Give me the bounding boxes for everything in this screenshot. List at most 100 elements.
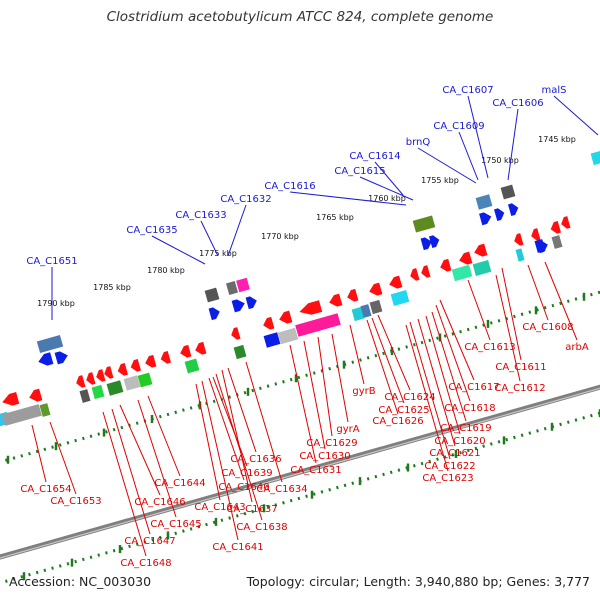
- reverse-gene-block: [263, 332, 281, 348]
- forward-label-leader: [467, 95, 489, 179]
- gene-label-ca_c1632: CA_C1632: [220, 194, 271, 205]
- reverse-gene-block: [534, 239, 546, 253]
- forward-gene-box: [36, 335, 64, 353]
- gene-label-ca_c1634: CA_C1634: [256, 484, 307, 495]
- gene-label-ca_c1653: CA_C1653: [50, 496, 101, 507]
- gene-label-ca_c1647: CA_C1647: [124, 536, 175, 547]
- forward-gene-arrow: [420, 237, 432, 251]
- reverse-gene-arrow: [130, 359, 141, 372]
- forward-gene-box: [412, 215, 436, 233]
- gene-label-ca_c1637: CA_C1637: [226, 504, 277, 515]
- reverse-gene-arrow: [86, 372, 96, 385]
- reverse-label-leader: [377, 314, 411, 391]
- gene-label-ca_c1625: CA_C1625: [378, 405, 429, 416]
- forward-label-leader: [227, 204, 247, 257]
- scale-tick-label: 1775 kbp: [199, 249, 237, 258]
- reverse-gene-block: [39, 403, 51, 417]
- gene-label-ca_c1633: CA_C1633: [175, 210, 226, 221]
- forward-gene-arrow: [494, 208, 505, 221]
- reverse-gene-block: [360, 304, 372, 318]
- reverse-gene-block: [390, 290, 410, 306]
- gene-label-ca_c1616: CA_C1616: [264, 181, 315, 192]
- gene-label-ca_c1630: CA_C1630: [299, 451, 350, 462]
- reverse-gene-arrow: [2, 392, 20, 406]
- gene-label-ca_c1636: CA_C1636: [230, 454, 281, 465]
- reverse-label-leader: [435, 304, 471, 402]
- reverse-gene-arrow: [474, 243, 488, 257]
- gene-label-ca_c1638: CA_C1638: [236, 522, 287, 533]
- upper-scale-track: [0, 290, 600, 464]
- gene-label-ca_c1654: CA_C1654: [20, 484, 71, 495]
- gene-label-ca_c1606: CA_C1606: [492, 98, 543, 109]
- gene-label-ca_c1620: CA_C1620: [434, 436, 485, 447]
- reverse-label-leader: [102, 411, 147, 557]
- reverse-gene-block: [295, 313, 341, 337]
- map-title: Clostridium acetobutylicum ATCC 824, com…: [106, 9, 494, 25]
- reverse-label-leader: [245, 361, 283, 483]
- reverse-gene-block: [472, 260, 492, 276]
- genome-backbone: [0, 384, 600, 560]
- reverse-gene-arrow: [329, 293, 343, 307]
- gene-label-ca_c1626: CA_C1626: [372, 416, 423, 427]
- reverse-label-leader: [331, 333, 349, 423]
- scale-tick-label: 1755 kbp: [421, 176, 459, 185]
- gene-label-mals: malS: [542, 85, 567, 96]
- reverse-label-leader: [111, 408, 151, 535]
- gene-label-arba: arbA: [565, 342, 589, 353]
- gene-label-ca_c1612: CA_C1612: [494, 383, 545, 394]
- reverse-gene-arrow: [117, 363, 128, 376]
- gene-label-ca_c1607: CA_C1607: [442, 85, 493, 96]
- reverse-label-leader: [495, 274, 521, 382]
- gene-label-ca_c1614: CA_C1614: [349, 151, 400, 162]
- reverse-gene-arrow: [531, 228, 541, 241]
- gene-label-ca_c1635: CA_C1635: [126, 225, 177, 236]
- lower-scale-track: [0, 411, 600, 585]
- gene-label-ca_c1615: CA_C1615: [334, 166, 385, 177]
- reverse-gene-arrow: [561, 216, 571, 229]
- reverse-gene-arrow: [195, 341, 207, 355]
- reverse-label-leader: [137, 399, 177, 518]
- reverse-label-leader: [289, 344, 317, 464]
- scale-tick-label: 1785 kbp: [93, 283, 131, 292]
- scale-tick-label: 1790 kbp: [37, 299, 75, 308]
- reverse-gene-arrow: [231, 327, 241, 340]
- reverse-gene-arrow: [279, 310, 293, 324]
- forward-gene-box: [590, 150, 600, 166]
- accession-text: Accession: NC_003030: [9, 574, 152, 589]
- forward-gene-arrow: [479, 212, 492, 226]
- reverse-gene-block: [369, 299, 383, 315]
- reverse-label-leader: [31, 424, 47, 483]
- reverse-gene-block: [79, 389, 91, 403]
- reverse-gene-arrow: [369, 282, 383, 296]
- genome-backbone-highlight: [0, 387, 600, 559]
- forward-label-leader: [553, 95, 599, 136]
- gene-label-ca_c1608: CA_C1608: [522, 322, 573, 333]
- scale-tick-label: 1750 kbp: [481, 156, 519, 165]
- reverse-gene-block: [277, 327, 299, 345]
- forward-label-leader: [151, 235, 206, 265]
- reverse-gene-arrow: [410, 268, 420, 281]
- scale-tick-label: 1760 kbp: [368, 194, 406, 203]
- reverse-label-leader: [317, 336, 333, 437]
- forward-gene-arrow: [54, 351, 68, 365]
- reverse-gene-arrow: [459, 251, 473, 265]
- reverse-gene-block: [451, 264, 473, 282]
- reverse-gene-arrow: [96, 369, 106, 382]
- reverse-gene-block: [91, 384, 105, 400]
- reverse-label-leader: [227, 367, 257, 453]
- forward-label-leader: [507, 108, 519, 181]
- forward-gene-box: [204, 287, 220, 303]
- reverse-gene-block: [2, 404, 42, 426]
- genome-summary-text: Topology: circular; Length: 3,940,880 bp…: [246, 574, 590, 589]
- reverse-gene-block: [123, 375, 141, 391]
- forward-gene-box: [226, 281, 238, 295]
- gene-label-ca_c1631: CA_C1631: [290, 465, 341, 476]
- gene-label-ca_c1644: CA_C1644: [154, 478, 205, 489]
- reverse-label-leader: [201, 380, 239, 541]
- reverse-gene-arrow: [514, 233, 524, 246]
- gene-label-ca_c1609: CA_C1609: [433, 121, 484, 132]
- gene-label-ca_c1611: CA_C1611: [495, 362, 546, 373]
- reverse-gene-block: [551, 235, 563, 249]
- forward-gene-arrow: [231, 299, 245, 313]
